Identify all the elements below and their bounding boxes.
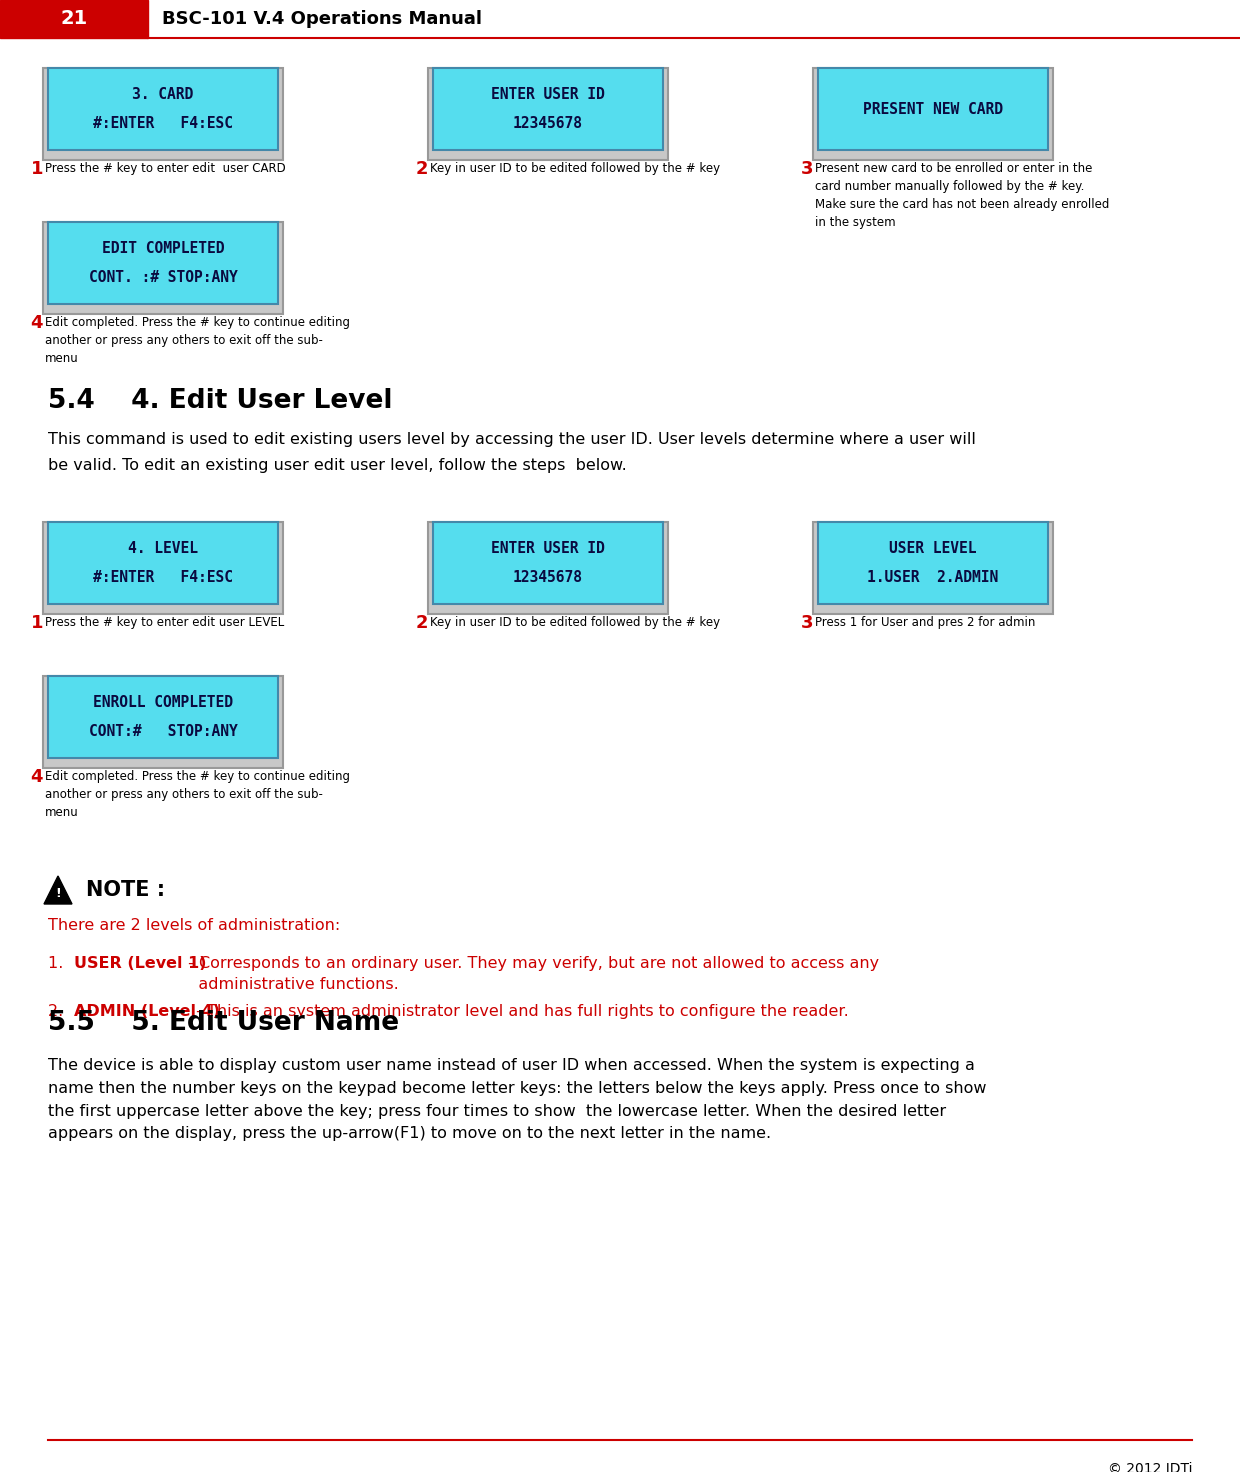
Text: 1: 1	[31, 160, 43, 178]
Text: Press the # key to enter edit  user CARD: Press the # key to enter edit user CARD	[45, 162, 285, 175]
Bar	[43, 523, 283, 614]
Text: 12345678: 12345678	[513, 570, 583, 586]
Text: 2: 2	[415, 160, 428, 178]
Polygon shape	[43, 876, 72, 904]
Text: 21: 21	[61, 9, 88, 28]
Text: 4: 4	[31, 314, 43, 333]
Bar	[818, 523, 1048, 604]
Text: PRESENT NEW CARD: PRESENT NEW CARD	[863, 102, 1003, 116]
Bar	[813, 68, 1053, 160]
Text: © 2012 IDTi: © 2012 IDTi	[1107, 1462, 1192, 1472]
Text: The device is able to display custom user name instead of user ID when accessed.: The device is able to display custom use…	[48, 1058, 987, 1141]
Text: - This is an system administrator level and has full rights to configure the rea: - This is an system administrator level …	[191, 1004, 848, 1019]
Text: 2.: 2.	[48, 1004, 73, 1019]
Bar	[428, 68, 668, 160]
Text: #:ENTER   F4:ESC: #:ENTER F4:ESC	[93, 116, 233, 131]
Text: !: !	[55, 886, 61, 899]
Text: Edit completed. Press the # key to continue editing
another or press any others : Edit completed. Press the # key to conti…	[45, 770, 350, 818]
Text: Press 1 for User and pres 2 for admin: Press 1 for User and pres 2 for admin	[815, 615, 1035, 629]
Text: 5.5    5. Edit User Name: 5.5 5. Edit User Name	[48, 1010, 399, 1036]
Text: 2: 2	[415, 614, 428, 631]
Text: 5.4    4. Edit User Level: 5.4 4. Edit User Level	[48, 389, 393, 414]
Bar	[0, 0, 148, 38]
Text: 1.: 1.	[48, 955, 73, 972]
Text: Present new card to be enrolled or enter in the
card number manually followed by: Present new card to be enrolled or enter…	[815, 162, 1110, 230]
Text: ENTER USER ID: ENTER USER ID	[491, 540, 605, 556]
Text: 3: 3	[801, 160, 813, 178]
Text: #:ENTER   F4:ESC: #:ENTER F4:ESC	[93, 570, 233, 586]
Text: - Corresponds to an ordinary user. They may verify, but are not allowed to acces: - Corresponds to an ordinary user. They …	[184, 955, 879, 992]
Bar	[48, 222, 278, 305]
Bar	[813, 523, 1053, 614]
Bar	[48, 68, 278, 150]
Text: 4: 4	[31, 768, 43, 786]
Bar	[48, 676, 278, 758]
Text: EDIT COMPLETED: EDIT COMPLETED	[102, 241, 224, 256]
Text: ENTER USER ID: ENTER USER ID	[491, 87, 605, 102]
Text: BSC-101 V.4 Operations Manual: BSC-101 V.4 Operations Manual	[162, 10, 482, 28]
Text: ENROLL COMPLETED: ENROLL COMPLETED	[93, 695, 233, 710]
Text: 1: 1	[31, 614, 43, 631]
Text: 1.USER  2.ADMIN: 1.USER 2.ADMIN	[867, 570, 998, 586]
Text: NOTE :: NOTE :	[86, 880, 165, 899]
Text: USER LEVEL: USER LEVEL	[889, 540, 977, 556]
Text: 3. CARD: 3. CARD	[133, 87, 193, 102]
Text: This command is used to edit existing users level by accessing the user ID. User: This command is used to edit existing us…	[48, 431, 976, 447]
Text: 3: 3	[801, 614, 813, 631]
Text: Press the # key to enter edit user LEVEL: Press the # key to enter edit user LEVEL	[45, 615, 284, 629]
Bar	[43, 676, 283, 768]
Text: Edit completed. Press the # key to continue editing
another or press any others : Edit completed. Press the # key to conti…	[45, 316, 350, 365]
Text: be valid. To edit an existing user edit user level, follow the steps  below.: be valid. To edit an existing user edit …	[48, 458, 626, 473]
Text: ADMIN (Level 4): ADMIN (Level 4)	[74, 1004, 219, 1019]
Bar	[818, 68, 1048, 150]
Text: 4. LEVEL: 4. LEVEL	[128, 540, 198, 556]
Text: Key in user ID to be edited followed by the # key: Key in user ID to be edited followed by …	[430, 615, 720, 629]
Text: USER (Level 1): USER (Level 1)	[74, 955, 207, 972]
Bar	[43, 222, 283, 314]
Text: Key in user ID to be edited followed by the # key: Key in user ID to be edited followed by …	[430, 162, 720, 175]
Text: There are 2 levels of administration:: There are 2 levels of administration:	[48, 919, 340, 933]
Text: CONT. :# STOP:ANY: CONT. :# STOP:ANY	[88, 271, 237, 286]
Bar	[43, 68, 283, 160]
Bar	[428, 523, 668, 614]
Bar	[433, 523, 663, 604]
Bar	[433, 68, 663, 150]
Text: 12345678: 12345678	[513, 116, 583, 131]
Bar	[48, 523, 278, 604]
Text: CONT:#   STOP:ANY: CONT:# STOP:ANY	[88, 724, 237, 739]
